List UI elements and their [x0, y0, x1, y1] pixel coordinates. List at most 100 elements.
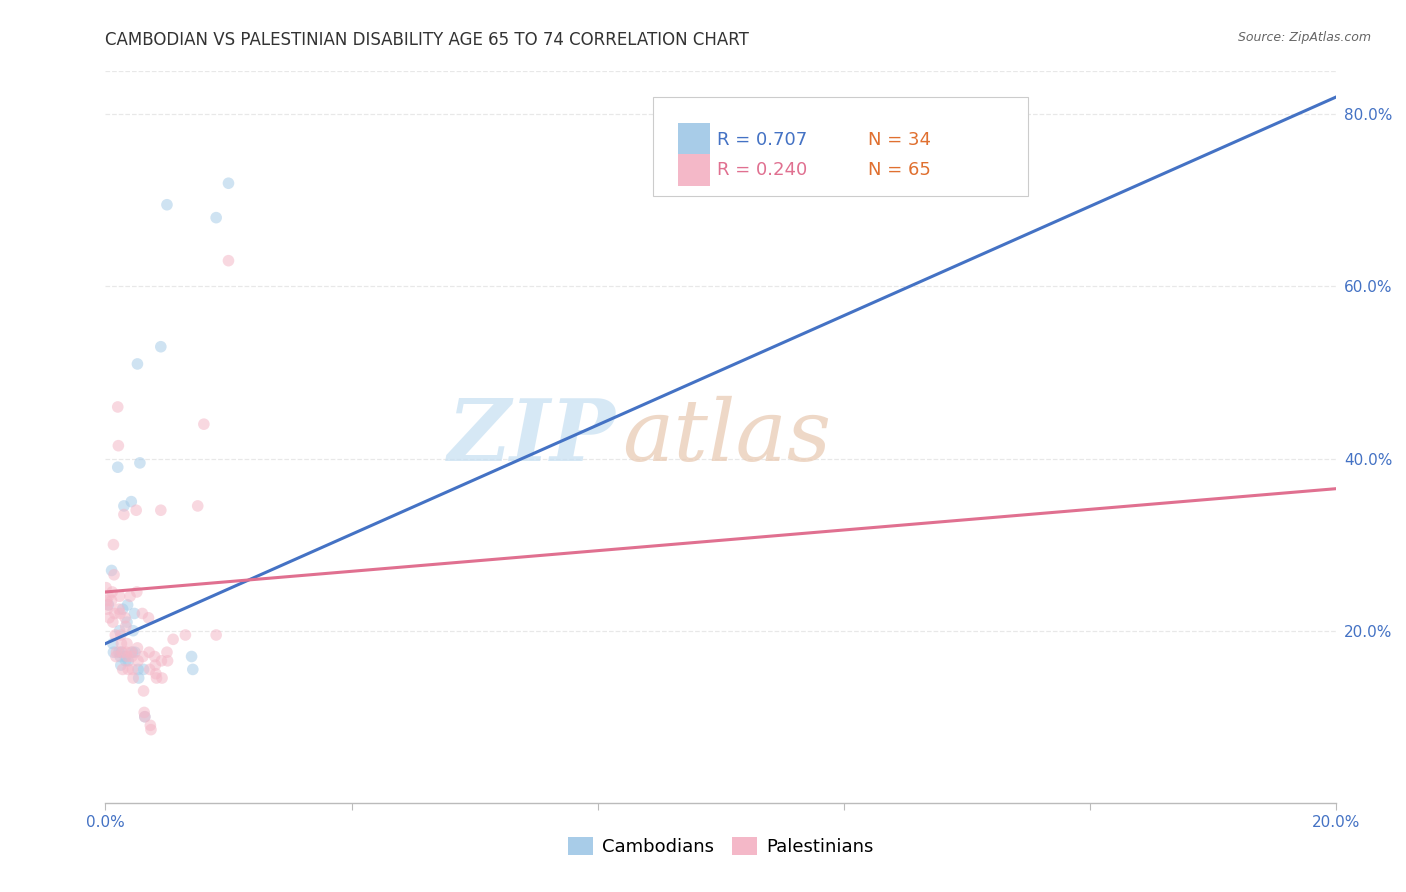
FancyBboxPatch shape — [678, 153, 710, 186]
Point — [127, 654, 149, 668]
Point — [120, 589, 141, 603]
Point — [156, 654, 179, 668]
Point — [112, 499, 135, 513]
Point — [96, 602, 118, 616]
Point — [122, 624, 145, 638]
Point — [115, 645, 138, 659]
Point — [143, 649, 166, 664]
Point — [205, 628, 228, 642]
Point — [139, 718, 162, 732]
Point — [110, 637, 132, 651]
Point — [129, 456, 152, 470]
Point — [108, 589, 131, 603]
Point — [162, 632, 184, 647]
Point — [121, 645, 143, 659]
Point — [124, 645, 146, 659]
Point — [125, 503, 148, 517]
FancyBboxPatch shape — [652, 97, 1028, 195]
Point — [218, 253, 240, 268]
Point — [139, 723, 162, 737]
Point — [97, 598, 120, 612]
Point — [104, 628, 127, 642]
Point — [124, 607, 146, 621]
Point — [114, 654, 136, 668]
Point — [117, 649, 139, 664]
Point — [103, 567, 125, 582]
Point — [108, 645, 131, 659]
Point — [111, 645, 134, 659]
Point — [115, 637, 138, 651]
Text: CAMBODIAN VS PALESTINIAN DISABILITY AGE 65 TO 74 CORRELATION CHART: CAMBODIAN VS PALESTINIAN DISABILITY AGE … — [105, 31, 749, 49]
Text: ZIP: ZIP — [449, 395, 616, 479]
Point — [110, 649, 132, 664]
Point — [104, 649, 127, 664]
Point — [150, 671, 173, 685]
Point — [127, 662, 149, 676]
Point — [108, 624, 131, 638]
Point — [132, 662, 155, 676]
Text: N = 34: N = 34 — [869, 130, 931, 149]
Point — [122, 671, 145, 685]
Text: Source: ZipAtlas.com: Source: ZipAtlas.com — [1237, 31, 1371, 45]
Point — [97, 589, 120, 603]
Point — [117, 598, 139, 612]
Point — [111, 602, 134, 616]
Point — [156, 645, 179, 659]
Text: R = 0.240: R = 0.240 — [717, 161, 807, 179]
Point — [174, 628, 197, 642]
Point — [98, 611, 121, 625]
Point — [115, 615, 138, 629]
Point — [156, 198, 179, 212]
FancyBboxPatch shape — [678, 123, 710, 156]
Point — [114, 619, 136, 633]
Point — [181, 662, 204, 676]
Point — [139, 662, 162, 676]
Point — [111, 662, 134, 676]
Point — [138, 611, 160, 625]
Point — [132, 684, 155, 698]
Point — [105, 645, 128, 659]
Point — [218, 176, 240, 190]
Point — [104, 607, 127, 621]
Point — [134, 710, 156, 724]
Point — [117, 654, 139, 668]
Point — [101, 637, 124, 651]
Text: atlas: atlas — [621, 396, 831, 478]
Point — [103, 538, 125, 552]
Point — [96, 593, 118, 607]
Legend: Cambodians, Palestinians: Cambodians, Palestinians — [561, 830, 880, 863]
Point — [100, 593, 122, 607]
Text: N = 65: N = 65 — [869, 161, 931, 179]
Point — [132, 649, 155, 664]
Point — [107, 460, 129, 475]
Point — [128, 671, 150, 685]
Point — [125, 585, 148, 599]
Point — [107, 439, 129, 453]
Point — [100, 564, 122, 578]
Point — [94, 581, 117, 595]
Text: R = 0.707: R = 0.707 — [717, 130, 807, 149]
Point — [149, 340, 172, 354]
Point — [101, 615, 124, 629]
Point — [121, 649, 143, 664]
Point — [205, 211, 228, 225]
Point — [120, 494, 142, 508]
Point — [127, 640, 149, 655]
Point — [112, 508, 135, 522]
Point — [110, 607, 132, 621]
Point — [193, 417, 215, 432]
Point — [101, 585, 124, 599]
Point — [120, 645, 142, 659]
Point — [114, 649, 136, 664]
Point — [149, 503, 172, 517]
Point — [103, 645, 125, 659]
Point — [110, 628, 132, 642]
Point — [114, 611, 136, 625]
Point — [110, 645, 132, 659]
Point — [131, 607, 153, 621]
Point — [117, 662, 139, 676]
Point — [145, 671, 167, 685]
Point — [143, 658, 166, 673]
Point — [187, 499, 209, 513]
Point — [134, 706, 156, 720]
